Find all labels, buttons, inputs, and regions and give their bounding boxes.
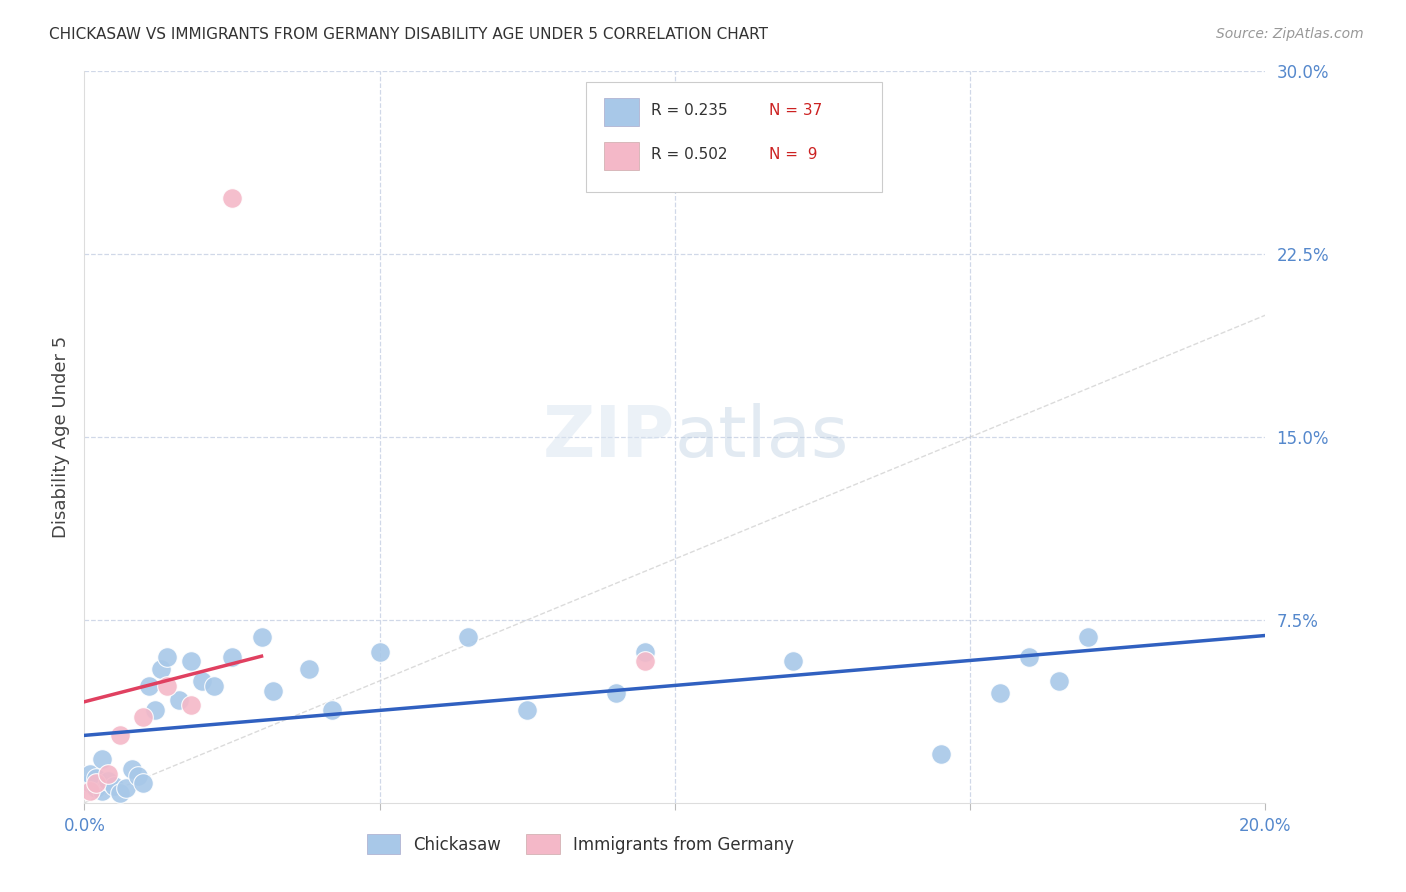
Point bbox=[150, 662, 173, 676]
Point bbox=[782, 654, 804, 668]
Text: N =  9: N = 9 bbox=[769, 147, 818, 162]
Point bbox=[132, 710, 155, 724]
Point bbox=[457, 630, 479, 644]
Point bbox=[84, 776, 107, 790]
Point bbox=[91, 783, 114, 797]
Point bbox=[156, 649, 179, 664]
Point bbox=[929, 747, 952, 761]
Point bbox=[634, 645, 657, 659]
Point bbox=[634, 654, 657, 668]
Bar bbox=[605, 98, 640, 127]
Point bbox=[79, 776, 101, 790]
Point bbox=[121, 762, 143, 776]
Point bbox=[127, 769, 149, 783]
Point bbox=[1047, 673, 1070, 688]
Bar bbox=[605, 143, 640, 170]
Legend: Chickasaw, Immigrants from Germany: Chickasaw, Immigrants from Germany bbox=[360, 828, 800, 860]
Point bbox=[167, 693, 190, 707]
Point bbox=[143, 703, 166, 717]
Point bbox=[108, 727, 131, 741]
Point bbox=[262, 683, 284, 698]
Point bbox=[516, 703, 538, 717]
Point bbox=[1077, 630, 1099, 644]
Point bbox=[103, 779, 125, 793]
Point bbox=[202, 679, 225, 693]
Y-axis label: Disability Age Under 5: Disability Age Under 5 bbox=[52, 336, 70, 538]
Point bbox=[84, 781, 107, 796]
Point bbox=[79, 783, 101, 797]
Point bbox=[91, 752, 114, 766]
Point bbox=[605, 686, 627, 700]
Point bbox=[97, 766, 120, 780]
Text: R = 0.502: R = 0.502 bbox=[651, 147, 728, 162]
Point bbox=[156, 679, 179, 693]
Text: CHICKASAW VS IMMIGRANTS FROM GERMANY DISABILITY AGE UNDER 5 CORRELATION CHART: CHICKASAW VS IMMIGRANTS FROM GERMANY DIS… bbox=[49, 27, 768, 42]
Point bbox=[84, 772, 107, 786]
Text: ZIP: ZIP bbox=[543, 402, 675, 472]
Point bbox=[988, 686, 1011, 700]
Text: atlas: atlas bbox=[675, 402, 849, 472]
Point bbox=[138, 679, 160, 693]
Point bbox=[191, 673, 214, 688]
Point bbox=[250, 630, 273, 644]
Text: R = 0.235: R = 0.235 bbox=[651, 103, 728, 119]
Point bbox=[97, 773, 120, 788]
Point bbox=[368, 645, 391, 659]
Point bbox=[180, 654, 202, 668]
Point bbox=[1018, 649, 1040, 664]
Point bbox=[132, 776, 155, 790]
Text: Source: ZipAtlas.com: Source: ZipAtlas.com bbox=[1216, 27, 1364, 41]
Text: N = 37: N = 37 bbox=[769, 103, 823, 119]
Point bbox=[180, 698, 202, 713]
FancyBboxPatch shape bbox=[586, 82, 882, 192]
Point bbox=[114, 781, 136, 796]
Point bbox=[108, 786, 131, 800]
Point bbox=[79, 766, 101, 780]
Point bbox=[321, 703, 343, 717]
Point bbox=[298, 662, 321, 676]
Point bbox=[221, 191, 243, 205]
Point bbox=[221, 649, 243, 664]
